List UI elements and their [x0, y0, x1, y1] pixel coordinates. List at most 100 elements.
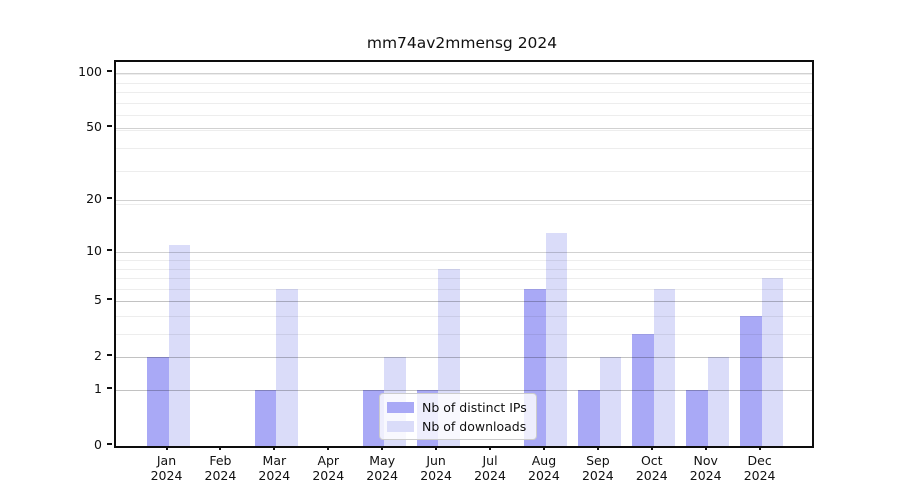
plot-area	[114, 60, 814, 448]
y-axis-tick-label: 10	[86, 242, 102, 258]
x-tick-mark	[165, 446, 168, 450]
bar-downloads	[168, 245, 190, 446]
gridline-minor	[116, 288, 812, 290]
y-axis-tick-label: 0	[94, 436, 102, 452]
x-tick-month: Mar	[262, 453, 287, 468]
y-tick-mark	[107, 443, 112, 445]
x-tick-year: 2024	[150, 468, 183, 483]
x-tick-year: 2024	[258, 468, 291, 483]
x-tick-mark	[381, 446, 384, 450]
y-tick-mark	[107, 197, 112, 200]
x-axis-tick-label: Jan 2024	[137, 453, 197, 483]
bar-downloads	[761, 278, 784, 446]
gridline-major	[116, 128, 812, 130]
bar-downloads	[276, 288, 298, 446]
bar-distinct-ips	[740, 316, 762, 446]
y-tick-mark	[107, 70, 112, 73]
x-axis-tick-label: Mar 2024	[244, 453, 304, 483]
x-axis-tick-label: May 2024	[352, 453, 412, 483]
legend-swatch-downloads	[387, 420, 414, 432]
y-axis-tick-label: 1	[94, 380, 102, 396]
x-tick-month: Feb	[209, 453, 232, 468]
x-tick-mark	[273, 446, 276, 450]
gridline-minor	[116, 115, 812, 117]
legend-item-distinct-ips: Nb of distinct IPs	[387, 399, 527, 415]
x-tick-year: 2024	[420, 468, 452, 483]
y-axis-tick-label: 2	[94, 347, 102, 363]
bar-distinct-ips	[578, 390, 600, 446]
gridline-major	[116, 73, 812, 75]
x-tick-year: 2024	[743, 468, 776, 483]
x-tick-month: Jan	[156, 453, 177, 468]
gridline-major	[116, 301, 812, 303]
chart-title: mm74av2mmensg 2024	[366, 34, 558, 52]
x-tick-mark	[650, 446, 653, 450]
gridline-minor	[116, 74, 812, 75]
gridline-minor	[116, 171, 812, 173]
x-axis-tick-label: Dec 2024	[730, 453, 790, 483]
gridline-minor	[116, 148, 812, 150]
gridline-major	[116, 390, 812, 391]
x-axis-tick-label: Jul 2024	[460, 453, 520, 483]
gridline-minor	[116, 129, 812, 131]
gridline-minor	[116, 390, 812, 391]
gridline-minor	[116, 334, 812, 336]
x-axis-tick-label: Nov 2024	[676, 453, 736, 483]
legend-label-distinct-ips: Nb of distinct IPs	[422, 399, 527, 415]
x-axis-tick-label: Jun 2024	[406, 453, 466, 483]
x-tick-month: Dec	[747, 453, 772, 468]
legend-item-downloads: Nb of downloads	[387, 418, 527, 434]
gridline-major	[116, 200, 812, 202]
gridline-major	[116, 357, 812, 359]
x-tick-month: Jun	[426, 453, 446, 468]
x-tick-mark	[435, 446, 438, 450]
bar-distinct-ips	[254, 390, 277, 446]
y-axis-tick-label: 5	[94, 291, 102, 307]
x-tick-year: 2024	[366, 468, 399, 483]
legend: Nb of distinct IPs Nb of downloads	[379, 393, 537, 440]
x-axis-tick-label: Feb 2024	[190, 453, 250, 483]
x-tick-year: 2024	[312, 468, 345, 483]
gridline-minor	[116, 92, 812, 94]
y-tick-mark	[107, 249, 112, 252]
x-axis-tick-label: Aug 2024	[514, 453, 574, 483]
gridline-minor	[116, 315, 812, 317]
x-tick-mark	[219, 446, 222, 450]
bar-downloads	[707, 357, 730, 446]
gridline-minor	[116, 268, 812, 270]
bar-distinct-ips	[147, 357, 169, 446]
gridline-major	[116, 252, 812, 254]
x-tick-month: Nov	[693, 453, 718, 468]
bar-downloads	[653, 288, 676, 446]
x-axis-tick-label: Sep 2024	[568, 453, 628, 483]
x-tick-year: 2024	[689, 468, 722, 483]
x-tick-month: May	[369, 453, 396, 468]
bar-distinct-ips	[632, 334, 654, 446]
x-axis-tick-label: Oct 2024	[622, 453, 682, 483]
x-tick-mark	[327, 446, 330, 450]
x-tick-year: 2024	[635, 468, 668, 483]
x-tick-mark	[704, 446, 707, 450]
y-tick-mark	[107, 354, 112, 357]
x-tick-mark	[542, 446, 545, 450]
bar-downloads	[599, 357, 622, 446]
gridline-minor	[116, 82, 812, 84]
y-axis-tick-label: 50	[86, 118, 102, 134]
x-tick-month: Jul	[482, 453, 498, 468]
y-tick-mark	[107, 298, 112, 301]
y-axis-tick-label: 100	[78, 63, 102, 79]
x-tick-month: Aug	[531, 453, 557, 468]
x-tick-year: 2024	[581, 468, 614, 483]
gridline-minor	[116, 357, 812, 359]
y-tick-mark	[107, 387, 112, 389]
gridline-minor	[116, 278, 812, 280]
gridline-minor	[116, 102, 812, 104]
gridline-minor	[116, 260, 812, 261]
legend-label-downloads: Nb of downloads	[422, 418, 527, 434]
gridline-minor	[116, 301, 812, 303]
x-tick-month: Sep	[586, 453, 610, 468]
bar-distinct-ips	[362, 390, 385, 446]
bar-distinct-ips	[686, 390, 708, 446]
x-tick-year: 2024	[528, 468, 560, 483]
